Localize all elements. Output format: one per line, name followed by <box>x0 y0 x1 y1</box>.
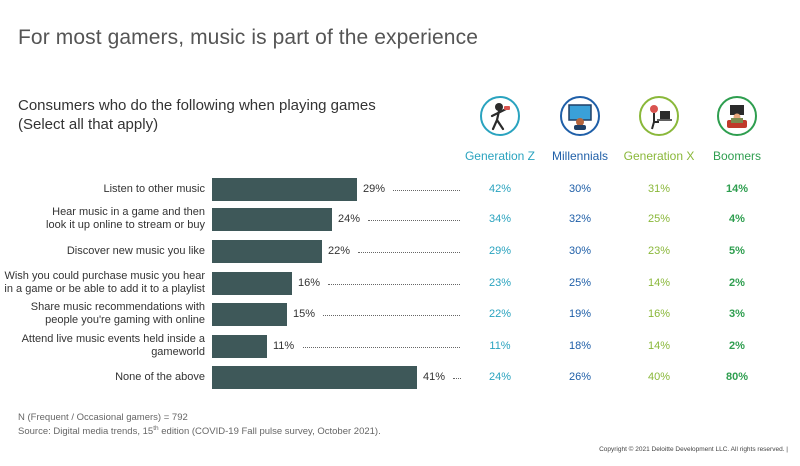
generation-value: 22% <box>488 308 512 320</box>
dotted-leader <box>368 220 460 221</box>
dotted-leader <box>328 284 460 285</box>
gamer-dancing-icon <box>480 96 520 136</box>
bar <box>212 334 267 358</box>
sample-size-note: N (Frequent / Occasional gamers) = 792 <box>18 412 188 423</box>
dotted-leader <box>393 190 460 191</box>
generation-value: 23% <box>488 277 512 289</box>
category-label: Hear music in a game and then look it up … <box>46 206 205 231</box>
generation-value: 30% <box>568 245 592 257</box>
generation-value: 11% <box>489 340 511 352</box>
generation-header-4: Boomers <box>697 96 777 163</box>
source-text: Source: Digital media trends, 15 <box>18 426 154 438</box>
generation-name: Millennials <box>551 149 609 163</box>
bar-value-label: 29% <box>363 183 386 195</box>
generation-header-1: Generation Z <box>460 96 540 163</box>
generation-value: 32% <box>568 213 592 225</box>
generation-name: Generation Z <box>464 149 536 163</box>
generation-value: 24% <box>488 371 512 383</box>
generation-value: 31% <box>647 183 671 195</box>
generation-value: 23% <box>647 245 671 257</box>
bar-value-label: 11% <box>273 340 295 352</box>
dotted-leader <box>358 252 460 253</box>
subtitle-line-2: (Select all that apply) <box>18 116 159 133</box>
copyright-notice: Copyright © 2021 Deloitte Development LL… <box>599 446 788 453</box>
generation-name: Generation X <box>623 149 695 163</box>
source-text-rest: edition (COVID-19 Fall pulse survey, Oct… <box>158 426 381 438</box>
generation-value: 5% <box>729 245 745 257</box>
generation-value: 19% <box>568 308 592 320</box>
generation-header-3: Generation X <box>619 96 699 163</box>
bar <box>212 302 287 326</box>
generation-value: 2% <box>729 340 745 352</box>
generation-value: 4% <box>729 213 745 225</box>
source-note: Source: Digital media trends, 15th editi… <box>18 425 381 437</box>
generation-value: 18% <box>568 340 592 352</box>
source-superscript: th <box>153 425 159 432</box>
generation-value: 14% <box>725 183 749 195</box>
bar <box>212 207 332 231</box>
generation-value: 25% <box>568 277 592 289</box>
dotted-leader <box>303 347 460 348</box>
generation-name: Boomers <box>712 149 762 163</box>
bar-value-label: 22% <box>328 245 351 257</box>
generation-value: 26% <box>568 371 592 383</box>
page-title: For most gamers, music is part of the ex… <box>18 26 478 49</box>
bar <box>212 271 292 295</box>
dotted-leader <box>323 315 460 316</box>
generation-value: 25% <box>647 213 671 225</box>
generation-value: 29% <box>488 245 512 257</box>
category-label: None of the above <box>115 370 205 383</box>
generation-value: 80% <box>725 371 749 383</box>
bar <box>212 365 417 389</box>
category-label: Discover new music you like <box>66 244 205 257</box>
gamer-on-couch-icon <box>717 96 757 136</box>
bar-value-label: 15% <box>293 308 316 320</box>
dotted-leader <box>453 378 461 379</box>
bar-value-label: 41% <box>423 371 446 383</box>
generation-value: 14% <box>647 277 671 289</box>
chart-subtitle: Consumers who do the following when play… <box>18 96 376 134</box>
generation-header-2: Millennials <box>540 96 620 163</box>
generation-value: 30% <box>568 183 592 195</box>
generation-value: 40% <box>647 371 671 383</box>
generation-value: 2% <box>729 277 745 289</box>
category-label: Attend live music events held inside a ga… <box>21 333 205 358</box>
bar-value-label: 16% <box>298 277 321 289</box>
category-label: Wish you could purchase music you hear in… <box>4 270 205 295</box>
gamer-at-desk-icon <box>639 96 679 136</box>
generation-value: 34% <box>488 213 512 225</box>
bar-value-label: 24% <box>338 213 361 225</box>
generation-value: 14% <box>647 340 671 352</box>
category-label: Listen to other music <box>103 182 206 195</box>
gamer-at-screen-icon <box>560 96 600 136</box>
subtitle-line-1: Consumers who do the following when play… <box>18 97 376 114</box>
bar <box>212 239 322 263</box>
bar <box>212 177 357 201</box>
category-label: Share music recommendations with people y… <box>30 301 205 326</box>
generation-value: 3% <box>729 308 745 320</box>
generation-value: 16% <box>647 308 671 320</box>
generation-value: 42% <box>488 183 512 195</box>
